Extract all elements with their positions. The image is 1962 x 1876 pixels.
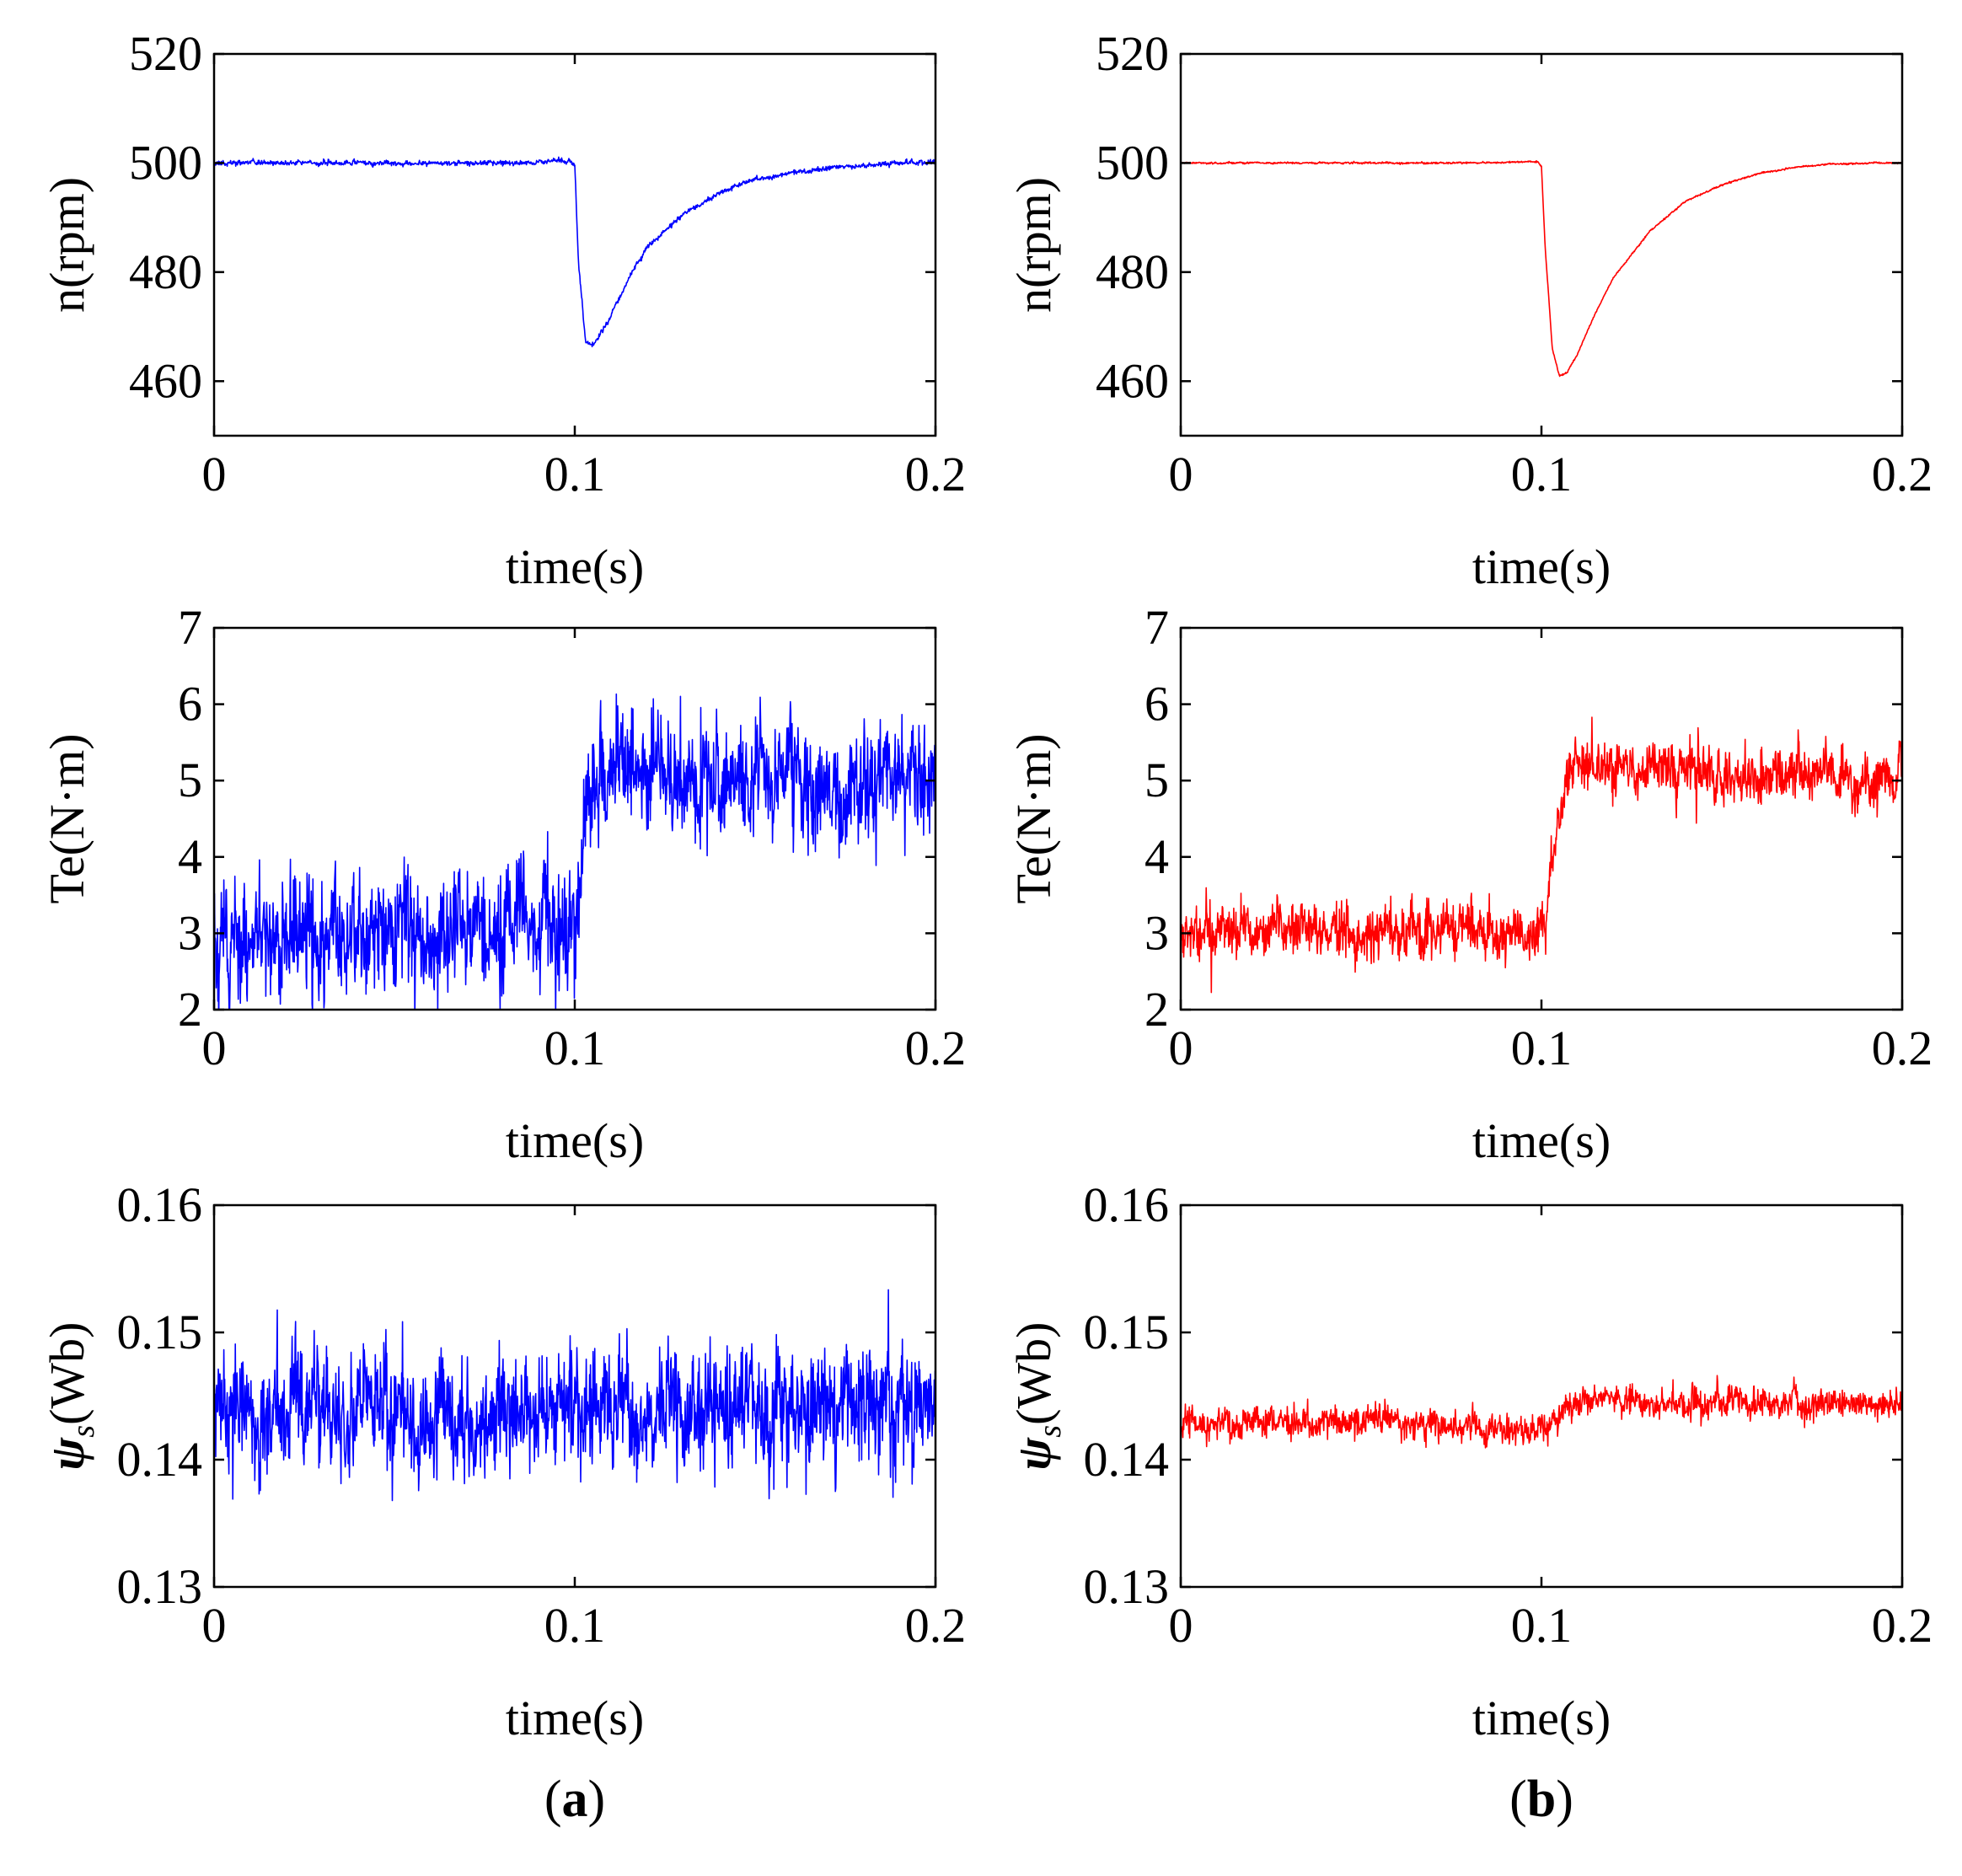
- x-tick-label: 0: [1169, 447, 1193, 501]
- y-axis-title-subscript: s: [1032, 1425, 1068, 1438]
- y-axis-title: Te(N·m): [1006, 733, 1061, 903]
- y-tick-label: 0.15: [117, 1305, 203, 1359]
- x-tick-label: 0.1: [1511, 1021, 1573, 1075]
- x-tick-label: 0.1: [544, 1598, 606, 1653]
- y-tick-label: 6: [1144, 677, 1169, 732]
- x-tick-label: 0: [202, 1598, 227, 1653]
- x-tick-label: 0.2: [1872, 1598, 1933, 1653]
- y-tick-label: 480: [129, 244, 202, 299]
- chart-a-speed: 460 480 500 520 0 0.1 0.2 time(s) n(rpm): [40, 26, 966, 594]
- plot-frame: [212, 52, 937, 437]
- series-line-torque: [1181, 716, 1902, 994]
- plot-frame: [1179, 626, 1904, 1011]
- x-axis-title: time(s): [1472, 1691, 1611, 1745]
- y-tick-label: 0.16: [117, 1177, 203, 1232]
- chart-a-flux: 0.13 0.14 0.15 0.16 0 0.1 0.2 time(s) ψs(Wb): [40, 1177, 966, 1745]
- y-axis-title-unit: (Wb): [40, 1322, 94, 1425]
- y-tick-label: 6: [178, 677, 202, 732]
- y-tick-label: 7: [178, 600, 202, 655]
- chart-b-torque: 2 3 4 5 6 7 0 0.1 0.2 time(s) Te(N·m): [1006, 600, 1933, 1168]
- series-line-speed: [214, 156, 935, 348]
- y-tick-label: 500: [129, 135, 202, 190]
- y-tick-label: 0.16: [1084, 1177, 1170, 1232]
- chart-a-torque: 2 3 4 5 6 7 0 0.1 0.2 time(s) Te(N·m): [40, 600, 966, 1168]
- plot-frame: [1179, 1203, 1904, 1589]
- plot-frame: [1179, 52, 1904, 437]
- x-tick-label: 0.2: [1872, 447, 1933, 501]
- x-tick-label: 0.2: [905, 1598, 967, 1653]
- y-tick-label: 0.14: [1084, 1432, 1170, 1487]
- panel-label-letter: b: [1527, 1771, 1556, 1828]
- y-tick-label: 4: [1144, 829, 1169, 884]
- y-axis-title: Te(N·m): [40, 733, 94, 903]
- x-tick-label: 0: [1169, 1598, 1193, 1653]
- y-tick-label: 7: [1144, 600, 1169, 655]
- series-line-flux: [1181, 1375, 1902, 1449]
- y-axis-title-subscript: s: [66, 1425, 101, 1438]
- y-axis-title: ψs(Wb): [1006, 1322, 1068, 1471]
- x-tick-label: 0.1: [1511, 1598, 1573, 1653]
- panel-label-a: (a): [544, 1771, 605, 1828]
- y-axis-title-unit: (Wb): [1006, 1322, 1061, 1425]
- x-axis-title: time(s): [506, 1691, 644, 1745]
- x-axis-title: time(s): [1472, 1113, 1611, 1168]
- x-tick-label: 0.1: [1511, 447, 1573, 501]
- y-tick-label: 480: [1096, 244, 1169, 299]
- x-tick-label: 0.1: [544, 1021, 606, 1075]
- chart-b-speed: 460 480 500 520 0 0.1 0.2 time(s) n(rpm): [1006, 26, 1933, 594]
- chart-b-flux: 0.13 0.14 0.15 0.16 0 0.1 0.2 time(s) ψs(Wb): [1006, 1177, 1933, 1745]
- y-tick-label: 460: [1096, 353, 1169, 408]
- y-tick-label: 4: [178, 829, 202, 884]
- x-axis-title: time(s): [506, 1113, 644, 1168]
- x-axis-title: time(s): [1472, 539, 1611, 594]
- panel-label-b: (b): [1509, 1771, 1573, 1828]
- x-tick-label: 0.1: [544, 447, 606, 501]
- y-tick-label: 520: [1096, 26, 1169, 81]
- series-line-speed: [1181, 160, 1902, 378]
- x-tick-label: 0.2: [905, 1021, 967, 1075]
- series-line-torque: [214, 693, 935, 1010]
- y-axis-title: n(rpm): [1006, 177, 1061, 313]
- y-tick-label: 2: [1144, 982, 1169, 1037]
- panel-label-close: ): [1556, 1771, 1573, 1828]
- x-tick-label: 0: [1169, 1021, 1193, 1075]
- x-axis-title: time(s): [506, 539, 644, 594]
- y-tick-label: 520: [129, 26, 202, 81]
- y-axis-title-symbol: ψ: [40, 1436, 94, 1470]
- panel-label-open: (: [1509, 1771, 1527, 1828]
- y-tick-label: 5: [1144, 753, 1169, 807]
- y-tick-label: 0.14: [117, 1432, 203, 1487]
- y-tick-label: 0.15: [1084, 1305, 1170, 1359]
- x-tick-label: 0.2: [1872, 1021, 1933, 1075]
- series-line-flux: [214, 1289, 935, 1502]
- x-tick-label: 0.2: [905, 447, 967, 501]
- y-tick-label: 0.13: [117, 1559, 203, 1614]
- y-axis-title-symbol: ψ: [1006, 1436, 1061, 1470]
- y-tick-label: 0.13: [1084, 1559, 1170, 1614]
- y-tick-label: 2: [178, 982, 202, 1037]
- panel-label-close: ): [588, 1771, 606, 1828]
- x-tick-label: 0: [202, 447, 227, 501]
- y-axis-title: n(rpm): [40, 177, 94, 313]
- x-tick-label: 0: [202, 1021, 227, 1075]
- y-tick-label: 3: [178, 905, 202, 960]
- y-tick-label: 500: [1096, 135, 1169, 190]
- y-tick-label: 5: [178, 753, 202, 807]
- y-axis-title: ψs(Wb): [40, 1322, 101, 1471]
- panel-label-letter: a: [562, 1771, 588, 1828]
- y-tick-label: 460: [129, 353, 202, 408]
- y-tick-label: 3: [1144, 905, 1169, 960]
- panel-label-open: (: [544, 1771, 562, 1828]
